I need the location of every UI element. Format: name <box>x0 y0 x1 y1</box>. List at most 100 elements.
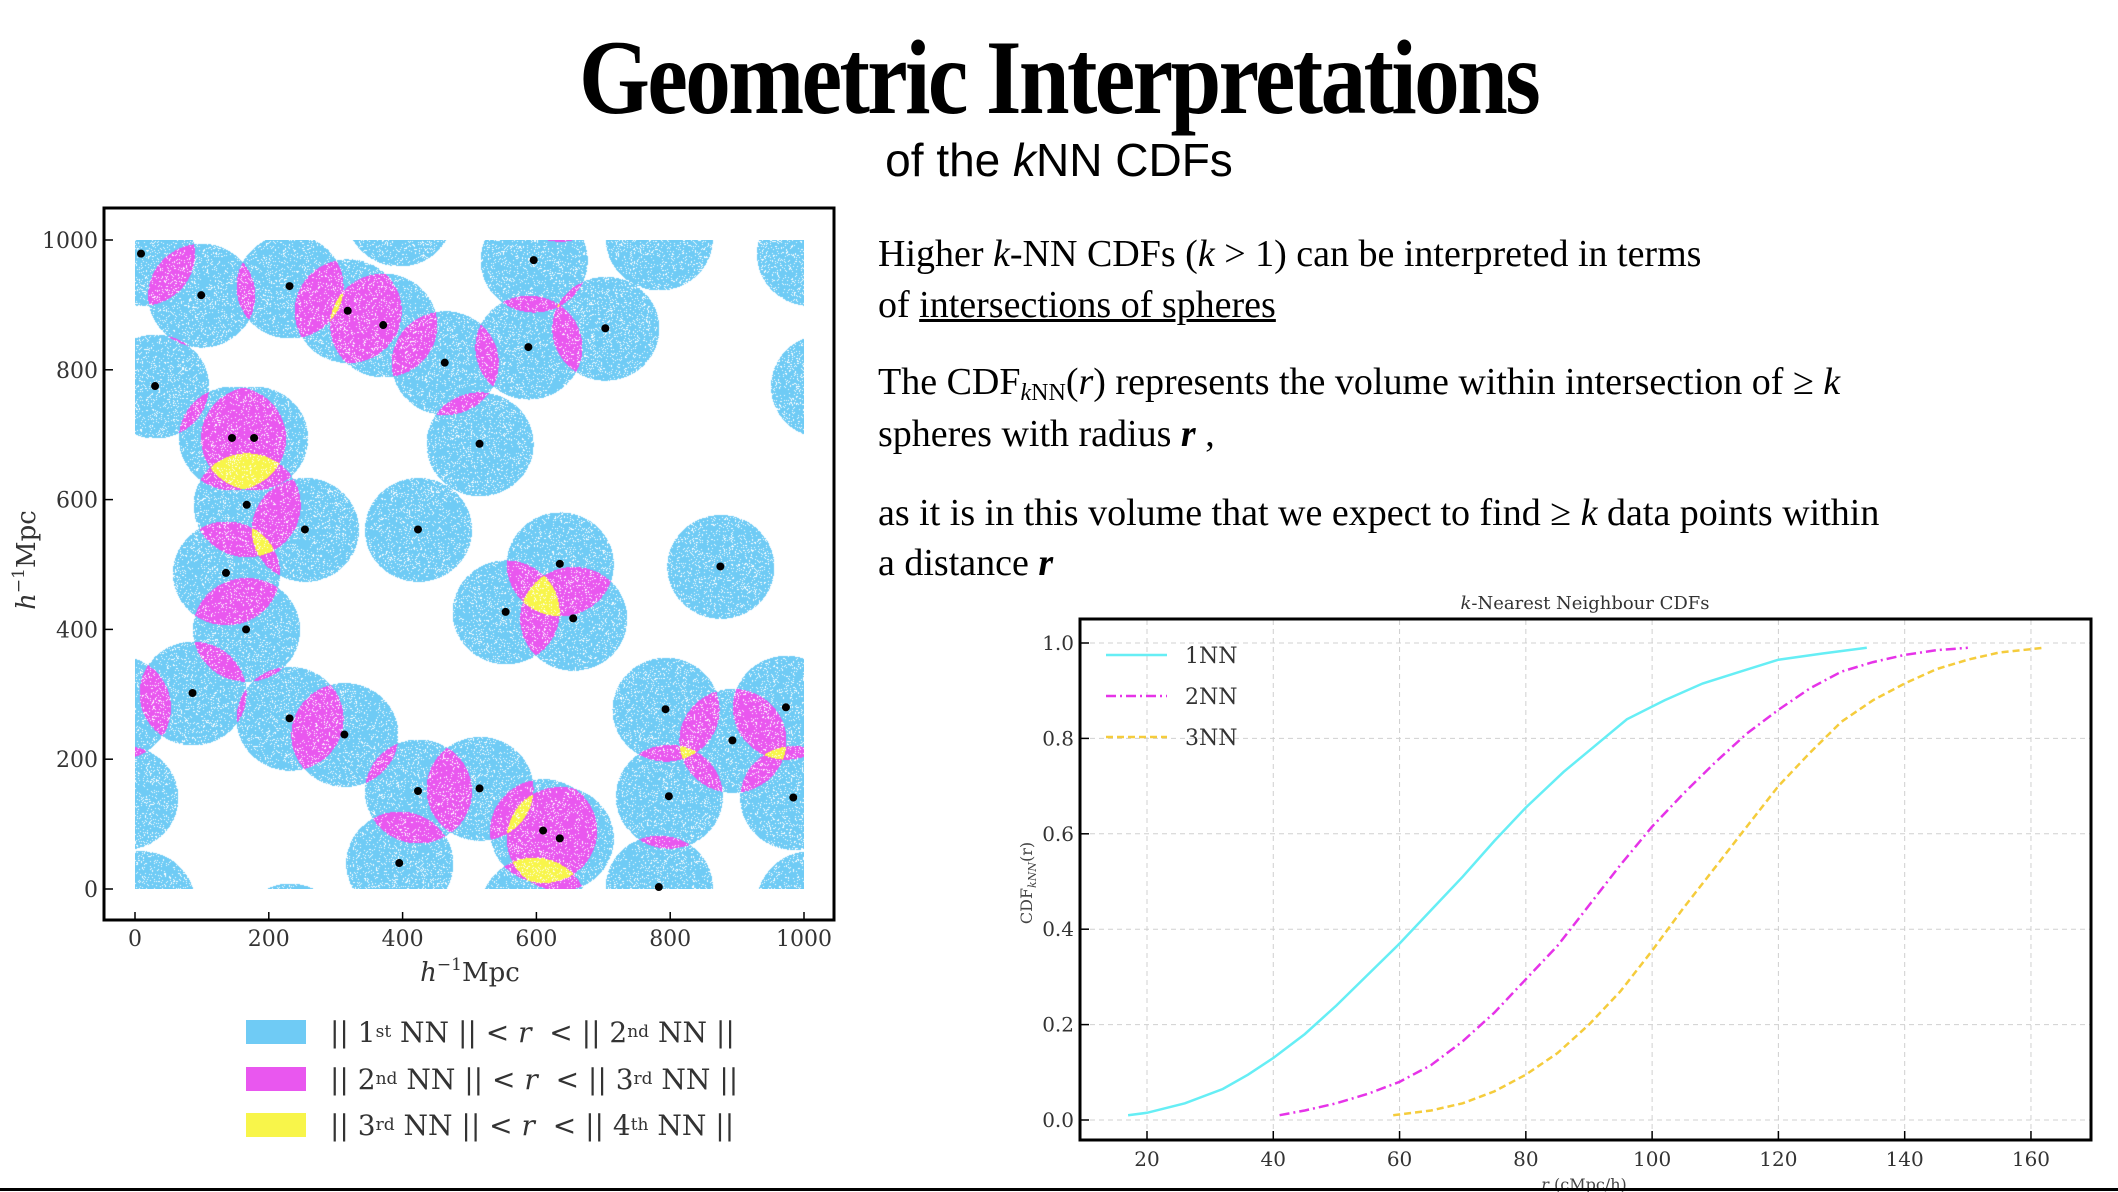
legend-label-1NN: 1NN <box>1185 644 1238 669</box>
body-line-4: spheres with radius r , <box>878 411 1215 457</box>
text: ≥ <box>1550 492 1572 534</box>
text: th <box>630 1115 649 1135</box>
text: NN || <box>649 1015 735 1049</box>
x-tick-label: 120 <box>1759 1147 1797 1171</box>
text: Mpc <box>462 958 520 988</box>
text: ≥ <box>1792 361 1814 403</box>
text: of <box>878 284 920 326</box>
body-line-5: as it is in this volume that we expect t… <box>878 490 1879 536</box>
y-tick-label: 400 <box>56 618 98 643</box>
legend-swatch-magenta <box>246 1067 306 1091</box>
series-line-2NN <box>1279 646 1968 1117</box>
slide-subtitle: of the kNN CDFs <box>0 132 2118 188</box>
x-tick-label: 100 <box>1633 1147 1671 1171</box>
text: −1 <box>437 955 462 975</box>
body-line-2: of intersections of spheres <box>878 282 1276 328</box>
text: NN || <box>652 1062 739 1096</box>
x-tick-label: 1000 <box>776 927 832 952</box>
text: rd <box>633 1069 653 1089</box>
x-tick-label: 160 <box>2012 1147 2050 1171</box>
subtitle-part: of the <box>885 134 1014 186</box>
text: rd <box>375 1115 395 1135</box>
x-tick-label: 800 <box>649 927 691 952</box>
text: NN || < <box>391 1015 519 1049</box>
slide-title-text: Geometric Interpretations <box>579 19 1541 136</box>
text: data points within <box>1597 492 1880 534</box>
y-tick-label: 0.8 <box>1042 726 1074 750</box>
series-line-1NN <box>1127 646 1867 1117</box>
y-tick-label: 200 <box>56 748 98 773</box>
text: Higher <box>878 233 994 275</box>
text: k <box>1460 593 1471 614</box>
y-tick-label: 1000 <box>42 229 98 254</box>
body-line-1: Higher k-NN CDFs (k > 1) can be interpre… <box>878 231 1701 277</box>
text: ( <box>1065 361 1079 403</box>
text: (r) <box>1017 842 1036 862</box>
text: || 2 <box>330 1062 376 1096</box>
text: k <box>1580 492 1598 534</box>
slide-title: Geometric Interpretations <box>0 18 2118 138</box>
text: < || 4 <box>534 1108 631 1142</box>
y-tick-label: 0 <box>84 878 98 903</box>
right-legend: 1NN 2NN 3NN <box>1106 644 1238 751</box>
text: CDF <box>1017 888 1036 924</box>
x-tick-label: 20 <box>1134 1147 1159 1171</box>
right-ylabel: CDFkNN(r) <box>1017 842 1039 924</box>
text: nd <box>627 1022 650 1042</box>
right-plot-frame <box>1078 617 2093 1142</box>
text: The CDF <box>878 361 1021 403</box>
text: k <box>1197 233 1215 275</box>
text: h <box>420 958 437 988</box>
text: h <box>12 593 42 610</box>
sphere-intersection-regions <box>135 240 804 889</box>
text: NN || <box>648 1108 735 1142</box>
x-tick-label: 600 <box>515 927 557 952</box>
text: a distance <box>878 542 1039 584</box>
y-tick-label: 600 <box>56 489 98 514</box>
text: NN || < <box>397 1062 525 1096</box>
x-tick-label: 40 <box>1261 1147 1286 1171</box>
knn-cdf-line-chart: k-Nearest Neighbour CDFs 20 40 60 80 100 120 1… <box>1017 593 2093 1192</box>
text: r <box>524 1062 538 1096</box>
text: ) represents the volume within intersect… <box>1093 361 1793 403</box>
text: > 1) can be interpreted in terms <box>1214 233 1702 275</box>
y-tick-label: 0.2 <box>1042 1013 1074 1037</box>
text <box>1571 492 1581 534</box>
subtitle-k: k <box>1013 134 1037 186</box>
text: r <box>1078 361 1094 403</box>
legend-swatch-blue <box>246 1020 306 1044</box>
subtitle-part: NN CDFs <box>1036 134 1233 186</box>
text: Mpc <box>12 510 42 568</box>
text: NN <box>1031 380 1066 406</box>
x-tick-label: 400 <box>382 927 424 952</box>
y-tick-label: 0.0 <box>1042 1108 1074 1132</box>
legend-label-2NN: 2NN <box>1185 685 1238 710</box>
right-series-lines <box>1127 646 2044 1117</box>
text: k <box>1823 361 1841 403</box>
body-line-3: The CDFkNN(r) represents the volume with… <box>878 359 1840 416</box>
x-tick-label: 140 <box>1886 1147 1924 1171</box>
text: || 1 <box>330 1015 376 1049</box>
text: −1 <box>9 568 29 593</box>
text: , <box>1195 413 1215 455</box>
text: r <box>1180 413 1196 455</box>
cdf-subscript: kNN <box>1021 380 1066 406</box>
legend-swatch-yellow <box>246 1113 306 1137</box>
legend-label-3NN: 3NN <box>1185 726 1238 751</box>
y-tick-label: 0.6 <box>1042 822 1074 846</box>
underlined-phrase: intersections of spheres <box>919 284 1276 326</box>
x-tick-label: 200 <box>248 927 290 952</box>
text: spheres with radius <box>878 413 1181 455</box>
right-grid <box>1081 620 2090 1139</box>
y-tick-label: 0.4 <box>1042 917 1074 941</box>
left-ylabel: h−1Mpc <box>9 510 42 610</box>
series-line-3NN <box>1393 646 2044 1117</box>
right-chart-title: k-Nearest Neighbour CDFs <box>1460 593 1709 614</box>
body-line-6: a distance r <box>878 540 1053 586</box>
text: r <box>1038 542 1054 584</box>
text: -NN CDFs ( <box>1009 233 1198 275</box>
left-xlabel: h−1Mpc <box>420 955 520 988</box>
